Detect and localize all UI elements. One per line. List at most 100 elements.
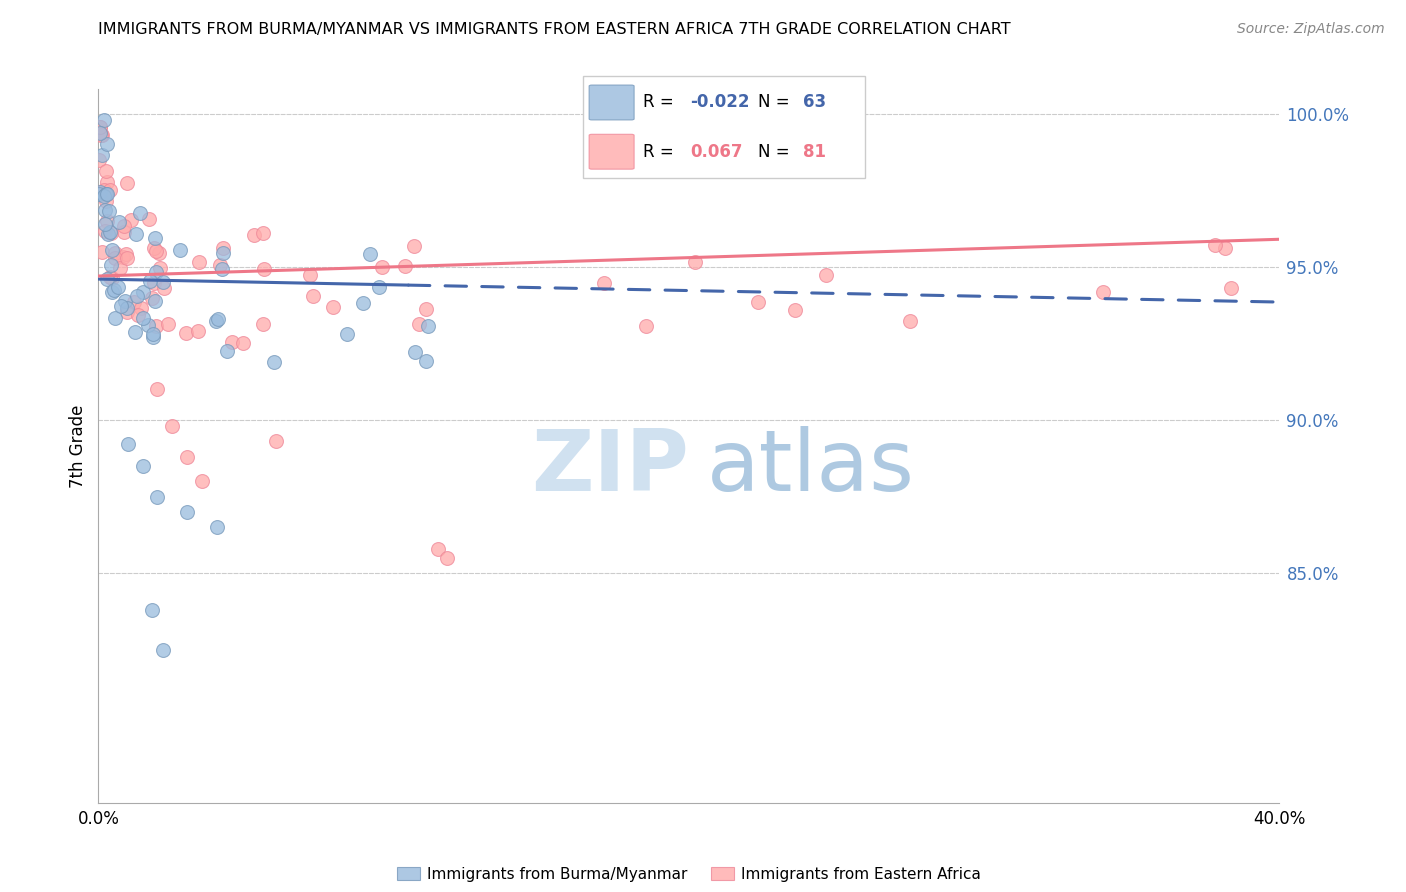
- Point: [115, 301, 138, 315]
- Point: [98, 225, 121, 239]
- Point: [143, 293, 166, 308]
- Point: [299, 268, 322, 282]
- Point: [115, 176, 138, 190]
- Point: [94, 202, 117, 217]
- Point: [141, 603, 163, 617]
- Point: [129, 301, 152, 315]
- Point: [89, 120, 111, 134]
- Point: [90, 244, 112, 259]
- Point: [100, 258, 122, 272]
- Point: [176, 450, 198, 464]
- Point: [93, 224, 115, 238]
- Point: [359, 246, 381, 260]
- Text: ZIP: ZIP: [531, 425, 689, 509]
- Point: [115, 247, 138, 261]
- Point: [145, 244, 167, 259]
- Point: [253, 262, 276, 277]
- Point: [131, 285, 153, 300]
- Point: [115, 251, 138, 265]
- Point: [103, 284, 125, 298]
- Point: [352, 295, 374, 310]
- Point: [1092, 285, 1115, 300]
- Point: [94, 164, 117, 178]
- Point: [785, 303, 807, 318]
- Point: [136, 318, 159, 332]
- Point: [94, 217, 117, 231]
- Point: [415, 354, 437, 368]
- Point: [143, 231, 166, 245]
- Point: [436, 550, 458, 565]
- Point: [898, 314, 921, 328]
- Point: [122, 294, 145, 309]
- Point: [94, 186, 117, 201]
- Point: [96, 213, 118, 227]
- Point: [205, 520, 228, 534]
- Point: [125, 227, 148, 242]
- Point: [186, 324, 208, 338]
- FancyBboxPatch shape: [589, 135, 634, 169]
- Point: [107, 280, 129, 294]
- Point: [96, 186, 118, 201]
- Text: atlas: atlas: [707, 425, 915, 509]
- Point: [94, 194, 117, 209]
- Point: [187, 255, 209, 269]
- Text: 0.067: 0.067: [690, 143, 742, 161]
- FancyBboxPatch shape: [589, 85, 634, 120]
- Point: [146, 490, 169, 504]
- Point: [145, 319, 167, 334]
- Point: [89, 126, 111, 140]
- Point: [322, 300, 344, 314]
- Point: [142, 276, 165, 290]
- Point: [139, 274, 162, 288]
- Point: [145, 265, 167, 279]
- Point: [87, 187, 110, 202]
- Point: [100, 226, 122, 240]
- Point: [142, 241, 165, 255]
- Point: [232, 335, 254, 350]
- Point: [408, 318, 430, 332]
- Text: -0.022: -0.022: [690, 94, 749, 112]
- Point: [394, 259, 416, 273]
- Text: Source: ZipAtlas.com: Source: ZipAtlas.com: [1237, 22, 1385, 37]
- Point: [148, 246, 170, 260]
- Point: [418, 319, 440, 334]
- Point: [101, 271, 124, 285]
- Point: [90, 147, 112, 161]
- Point: [152, 276, 174, 290]
- Point: [127, 289, 149, 303]
- Legend: Immigrants from Burma/Myanmar, Immigrants from Eastern Africa: Immigrants from Burma/Myanmar, Immigrant…: [391, 861, 987, 888]
- FancyBboxPatch shape: [583, 76, 865, 178]
- Point: [132, 311, 155, 326]
- Point: [93, 112, 115, 127]
- Text: 81: 81: [803, 143, 825, 161]
- Point: [252, 317, 274, 331]
- Point: [1219, 281, 1241, 295]
- Point: [1204, 238, 1226, 252]
- Point: [215, 343, 238, 358]
- Point: [96, 137, 118, 152]
- Point: [94, 187, 117, 202]
- Point: [93, 183, 115, 197]
- Point: [107, 215, 129, 229]
- Point: [138, 212, 160, 227]
- Point: [141, 291, 163, 305]
- Point: [153, 281, 176, 295]
- Point: [212, 241, 235, 255]
- Point: [427, 541, 450, 556]
- Point: [104, 251, 127, 265]
- Point: [371, 260, 394, 274]
- Text: N =: N =: [758, 94, 789, 112]
- Point: [211, 262, 233, 277]
- Point: [117, 437, 139, 451]
- Point: [415, 301, 437, 316]
- Point: [104, 310, 127, 325]
- Text: N =: N =: [758, 143, 789, 161]
- Text: 63: 63: [803, 94, 825, 112]
- Point: [204, 313, 226, 327]
- Point: [747, 295, 769, 310]
- Point: [252, 227, 274, 241]
- Point: [1213, 241, 1236, 255]
- Point: [221, 335, 243, 350]
- Point: [207, 311, 229, 326]
- Point: [90, 128, 112, 142]
